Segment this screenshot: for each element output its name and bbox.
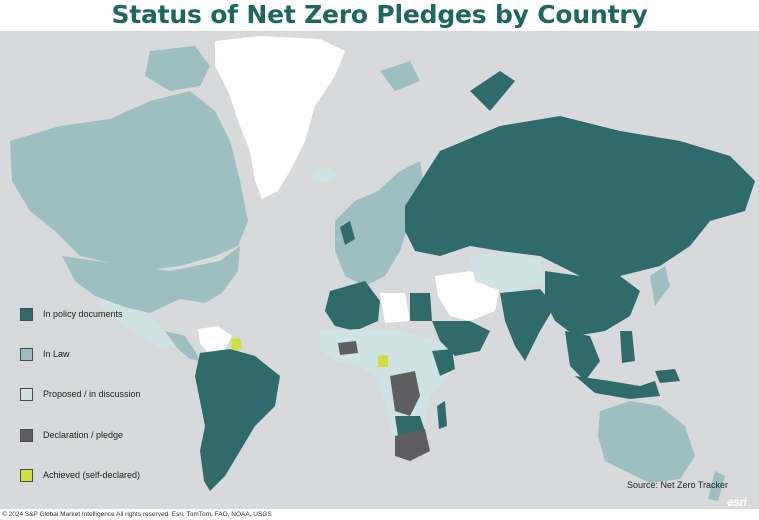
region-egypt[interactable] [410,293,432,321]
region-png[interactable] [655,369,680,383]
region-ethiopia[interactable] [432,349,455,376]
region-central-america[interactable] [165,331,200,361]
region-uk[interactable] [340,221,355,245]
region-gabon[interactable] [378,355,388,367]
region-new-zealand[interactable] [708,471,725,501]
legend-swatch [20,388,33,401]
region-arabia[interactable] [432,321,490,356]
legend-swatch [20,308,33,321]
source-note: Source: Net Zero Tracker [627,480,729,490]
region-philippines[interactable] [620,331,635,363]
region-usa[interactable] [62,246,240,313]
legend-item-proposed[interactable]: Proposed / in discussion [20,388,240,404]
region-west-africa[interactable] [338,341,358,355]
region-japan[interactable] [650,266,670,306]
legend-item-in-policy-documents[interactable]: In policy documents [20,308,240,324]
region-india[interactable] [500,289,555,361]
region-drc[interactable] [390,371,420,416]
legend-label: Declaration / pledge [43,430,124,440]
region-canada[interactable] [10,91,248,271]
region-north-africa[interactable] [325,281,380,331]
map-title: Status of Net Zero Pledges by Country [111,0,648,29]
region-svalbard[interactable] [380,61,420,91]
legend-swatch [20,429,33,442]
region-se-asia[interactable] [565,331,600,381]
region-central-asia[interactable] [470,253,545,293]
esri-logo: esri [727,495,747,509]
legend-label: Proposed / in discussion [43,389,141,399]
map-panel[interactable]: In policy documents In Law Proposed / in… [0,31,759,509]
region-russia[interactable] [405,116,755,276]
region-iceland[interactable] [312,167,338,183]
legend-label: In Law [43,349,70,359]
region-libya[interactable] [380,293,410,323]
legend-label: In policy documents [43,309,123,319]
attribution-text: © 2024 S&P Global Market Intelligence Al… [2,511,272,518]
region-venezuela[interactable] [198,326,232,353]
legend-label: Achieved (self-declared) [43,470,141,480]
region-south-africa[interactable] [395,429,430,461]
world-map[interactable] [0,31,759,509]
region-greenland[interactable] [215,36,345,199]
region-indonesia[interactable] [575,376,660,399]
legend-swatch [20,469,33,482]
region-mexico[interactable] [95,296,175,349]
region-europe[interactable] [335,161,425,286]
region-novaya-zemlya[interactable] [470,71,515,111]
region-south-america[interactable] [195,349,280,491]
region-australia[interactable] [598,401,695,483]
region-arctic-islands[interactable] [145,46,210,91]
legend-item-declaration[interactable]: Declaration / pledge [20,429,240,445]
region-suriname[interactable] [231,338,242,351]
legend-item-in-law[interactable]: In Law [20,348,240,364]
region-china[interactable] [545,271,640,336]
legend-swatch [20,348,33,361]
legend-item-achieved[interactable]: Achieved (self-declared) [20,469,240,485]
region-madagascar[interactable] [437,401,447,429]
